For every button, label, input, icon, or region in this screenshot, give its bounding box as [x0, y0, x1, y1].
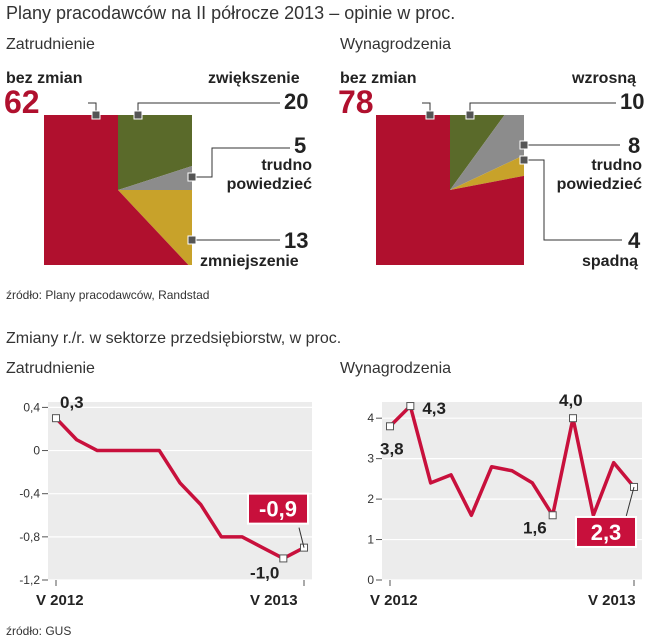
- line2-point-second: [406, 402, 415, 411]
- line1-ytick-2: -0,4: [19, 487, 40, 501]
- line2-chart: 4 3 2 1 0 3,8 4,3 1,6 4,0 2,3: [367, 391, 642, 587]
- pie2-value-trudno: 8: [628, 133, 641, 158]
- pie2-wzrosna-line: [469, 102, 616, 115]
- line2-point-min: [548, 511, 557, 520]
- pie2-wzrosna-marker: [465, 110, 475, 120]
- pie1-slice-1: [118, 115, 192, 190]
- line1-ytick-1: 0: [33, 444, 40, 458]
- source-top: źródło: Plany pracodawców, Randstad: [6, 288, 210, 302]
- pie2-label-bez-zmian: bez zmian: [340, 70, 417, 87]
- pie1-value-zwiekszenie: 20: [284, 89, 309, 114]
- line2-label-second: 4,3: [422, 399, 446, 418]
- line2-ytick-2: 2: [367, 492, 374, 506]
- line1-label-first: 0,3: [60, 393, 84, 412]
- pie2-slice-0: [376, 115, 524, 265]
- pie1-label-zmniejszenie: zmniejszenie: [200, 253, 299, 270]
- pie2-slice-1: [450, 115, 505, 190]
- pie2-bez-zmian-marker: [425, 110, 435, 120]
- subtitle-lines: Zmiany r./r. w sektorze przedsiębiorstw,…: [6, 330, 342, 347]
- line2-point-last: [630, 482, 638, 491]
- pie2-value-bez-zmian: 78: [338, 84, 374, 120]
- line1-chart: 0,4 0 -0,4 -0,8 -1,2 0,3 -1,0 -0,9: [19, 393, 312, 587]
- pie2-label-spadna: spadną: [582, 253, 639, 270]
- line1-label-box-last: [247, 492, 309, 525]
- line1-point-first: [52, 414, 60, 423]
- pie1-value-bez-zmian: 62: [4, 84, 40, 120]
- pie1-chart: [44, 102, 290, 265]
- source-bottom: źródło: GUS: [6, 624, 72, 638]
- line1-label-last: -0,9: [259, 497, 297, 522]
- pie1-trudno-marker: [187, 172, 197, 182]
- line2-x-start: V 2012: [370, 592, 418, 609]
- line2-label-last: 2,3: [591, 520, 622, 545]
- pie1-label-trudno: trudno powiedzieć: [226, 157, 312, 193]
- line2-series-line: [388, 404, 636, 518]
- pie-charts: [44, 102, 622, 265]
- pie1-zwiekszenie-line: [137, 102, 280, 115]
- pie2-chart: [376, 102, 622, 265]
- pie2-slice-3: [450, 155, 524, 190]
- pie1-slice-3: [118, 190, 192, 265]
- pie2-label-trudno: trudno powiedzieć: [556, 157, 642, 193]
- pie1-title: Zatrudnienie: [6, 36, 95, 53]
- line2-plot-bg: [382, 402, 642, 580]
- pie1-zmniejszenie-marker: [187, 235, 197, 245]
- page-title: Plany pracodawców na II półrocze 2013 – …: [6, 3, 456, 23]
- pie2-slice-2: [450, 115, 524, 190]
- line2-label-peak: 4,0: [559, 391, 583, 410]
- line1-title: Zatrudnienie: [6, 360, 95, 377]
- line2-point-first: [386, 422, 394, 431]
- line1-x-start: V 2012: [36, 592, 84, 609]
- pie1-value-zmniejszenie: 13: [284, 228, 309, 253]
- line-charts: 0,4 0 -0,4 -0,8 -1,2 0,3 -1,0 -0,9 4 3 2 1 0 3,8 4,3 1…: [19, 391, 642, 587]
- pie1-slice-2: [118, 165, 192, 190]
- line2-ytick-1: 3: [367, 452, 374, 466]
- line1-label-min: -1,0: [250, 563, 279, 582]
- line1-ytick-3: -0,8: [19, 530, 40, 544]
- line2-label-box-last: [575, 515, 637, 548]
- line2-label-min: 1,6: [523, 518, 547, 537]
- pie1-zwiekszenie-marker: [133, 110, 143, 120]
- pie1-label-bez-zmian: bez zmian: [6, 70, 83, 87]
- pie2-spadna-marker: [519, 155, 529, 165]
- pie1-slice-0: [44, 115, 189, 265]
- pie2-label-wzrosna: wzrosną: [572, 70, 637, 87]
- line1-ytick-0: 0,4: [23, 400, 40, 414]
- line2-ytick-3: 1: [367, 533, 374, 547]
- pie1-value-trudno: 5: [294, 133, 307, 158]
- pie2-title: Wynagrodzenia: [340, 36, 452, 53]
- pie2-trudno-marker: [519, 140, 529, 150]
- line2-label-first: 3,8: [380, 439, 404, 458]
- pie1-trudno-line: [192, 147, 290, 178]
- line1-x-end: V 2013: [250, 592, 298, 609]
- pie1-label-zwiekszenie: zwiększenie: [208, 70, 300, 87]
- line2-ytick-0: 4: [367, 411, 374, 425]
- pie2-value-wzrosna: 10: [620, 89, 645, 114]
- line2-x-end: V 2013: [588, 592, 636, 609]
- line1-ytick-4: -1,2: [19, 573, 40, 587]
- pie2-value-spadna: 4: [628, 228, 641, 253]
- line2-point-peak: [569, 414, 577, 423]
- line2-ytick-4: 0: [367, 573, 374, 587]
- line1-point-min: [279, 554, 288, 563]
- line1-leader-last: [298, 527, 305, 548]
- pie1-bez-zmian-marker: [91, 110, 101, 120]
- line2-title: Wynagrodzenia: [340, 360, 452, 377]
- line2-leader-last: [625, 486, 635, 518]
- line1-series-line: [54, 416, 305, 561]
- pie2-spadna-line: [524, 159, 622, 241]
